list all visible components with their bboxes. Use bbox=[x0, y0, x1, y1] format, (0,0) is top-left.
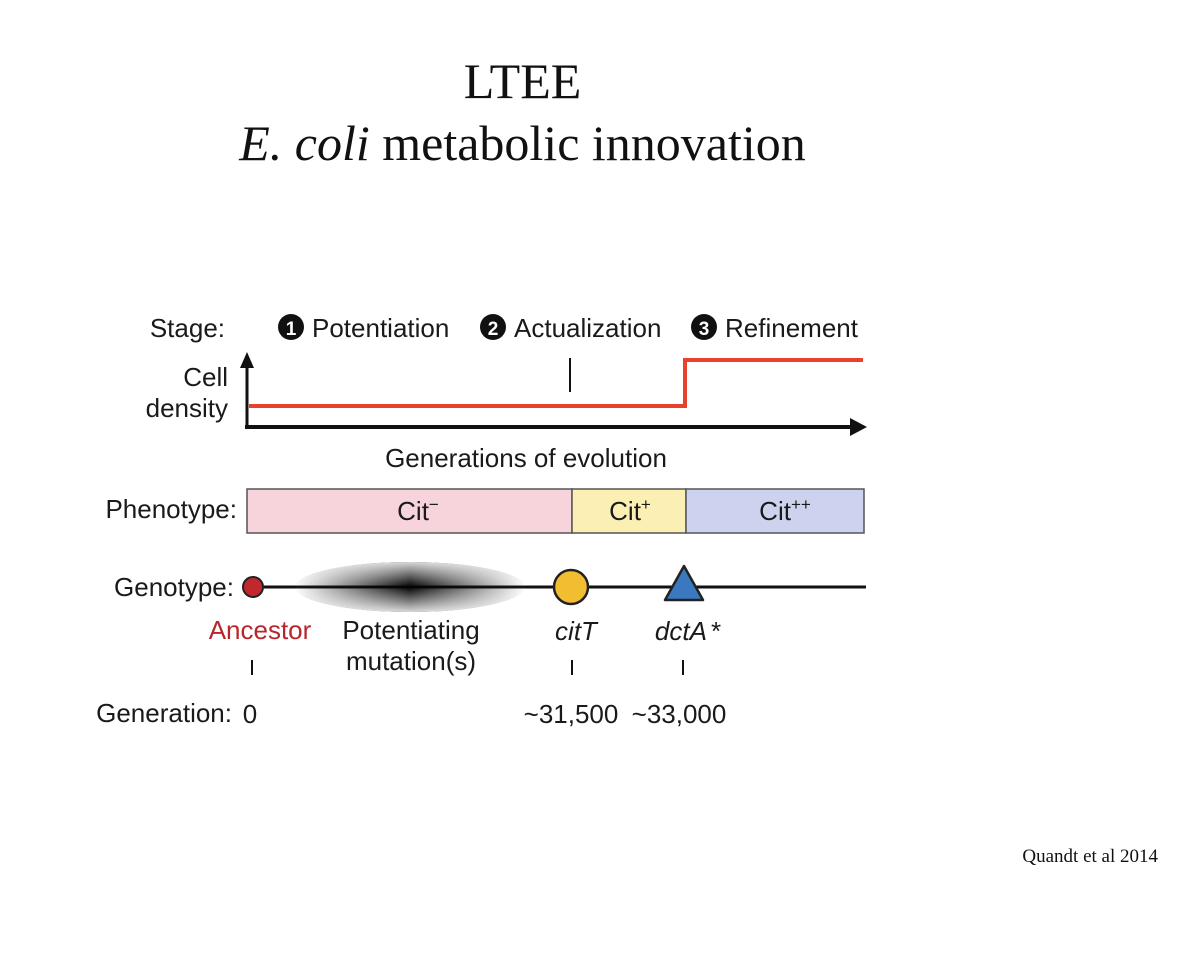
stage-2-label: Actualization bbox=[514, 313, 661, 343]
y-axis-label-line1: Cell bbox=[183, 362, 228, 392]
cell-density-line bbox=[249, 358, 863, 408]
potentiating-label-line1: Potentiating bbox=[342, 615, 479, 645]
stage-1-label: Potentiation bbox=[312, 313, 449, 343]
phenotype-cit-minus-base: Cit bbox=[397, 496, 430, 526]
stage-2-marker bbox=[480, 314, 506, 340]
y-axis-arrowhead bbox=[240, 352, 254, 368]
stage-label: Stage: bbox=[150, 313, 225, 343]
genotype-label: Genotype: bbox=[114, 572, 234, 602]
phenotype-cit-minus: Cit− bbox=[397, 495, 439, 526]
phenotype-cit-plusplus-box bbox=[685, 488, 865, 534]
stage-2-number: 2 bbox=[488, 319, 499, 340]
stage-1-number: 1 bbox=[286, 319, 297, 340]
dctA-label-suffix: * bbox=[711, 616, 721, 646]
generation-value-33000: ~33,000 bbox=[632, 699, 727, 729]
potentiating-blur-fade bbox=[295, 562, 525, 612]
y-axis-label-line2: density bbox=[146, 393, 228, 423]
dctA-marker bbox=[663, 564, 705, 602]
generation-value-31500: ~31,500 bbox=[524, 699, 619, 729]
stage-3-number: 3 bbox=[699, 319, 710, 340]
phenotype-cit-plus: Cit+ bbox=[609, 495, 651, 526]
phenotype-cit-plus-base: Cit bbox=[609, 496, 642, 526]
generation-label: Generation: bbox=[96, 698, 232, 728]
ancestor-label: Ancestor bbox=[209, 615, 312, 645]
phenotype-cit-plusplus-base: Cit bbox=[759, 496, 792, 526]
subtitle-organism: E. coli bbox=[239, 115, 370, 171]
slide-title: LTEE bbox=[463, 53, 582, 109]
subtitle-text: metabolic innovation bbox=[369, 115, 806, 171]
phenotype-label: Phenotype: bbox=[105, 494, 237, 524]
phenotype-cit-plusplus: Cit++ bbox=[759, 495, 811, 526]
dctA-label-name: dctA bbox=[655, 616, 707, 646]
stage-1: 1 Potentiation bbox=[278, 313, 449, 343]
citT-marker bbox=[552, 568, 590, 606]
stage-3-label: Refinement bbox=[725, 313, 859, 343]
ancestor-marker bbox=[242, 576, 264, 598]
slide-subtitle: E. coli metabolic innovation bbox=[0, 118, 1045, 168]
citT-label: citT bbox=[555, 616, 599, 646]
phenotype-cit-minus-sup: − bbox=[429, 495, 439, 514]
dctA-label: dctA * bbox=[655, 616, 721, 646]
stage-3-marker bbox=[691, 314, 717, 340]
stage-3: 3 Refinement bbox=[691, 313, 859, 343]
potentiating-label-line2: mutation(s) bbox=[346, 646, 476, 676]
generation-value-0: 0 bbox=[243, 699, 257, 729]
x-axis-label: Generations of evolution bbox=[385, 443, 667, 473]
phenotype-cit-plusplus-sup: ++ bbox=[791, 495, 811, 514]
stage-2: 2 Actualization bbox=[480, 313, 661, 343]
x-axis-arrowhead bbox=[850, 418, 867, 436]
phenotype-cit-minus-box bbox=[246, 488, 573, 534]
citation: Quandt et al 2014 bbox=[1022, 846, 1158, 867]
potentiating-mutations-blur bbox=[295, 562, 525, 612]
stage-1-marker bbox=[278, 314, 304, 340]
phenotype-cit-plus-sup: + bbox=[641, 495, 651, 514]
